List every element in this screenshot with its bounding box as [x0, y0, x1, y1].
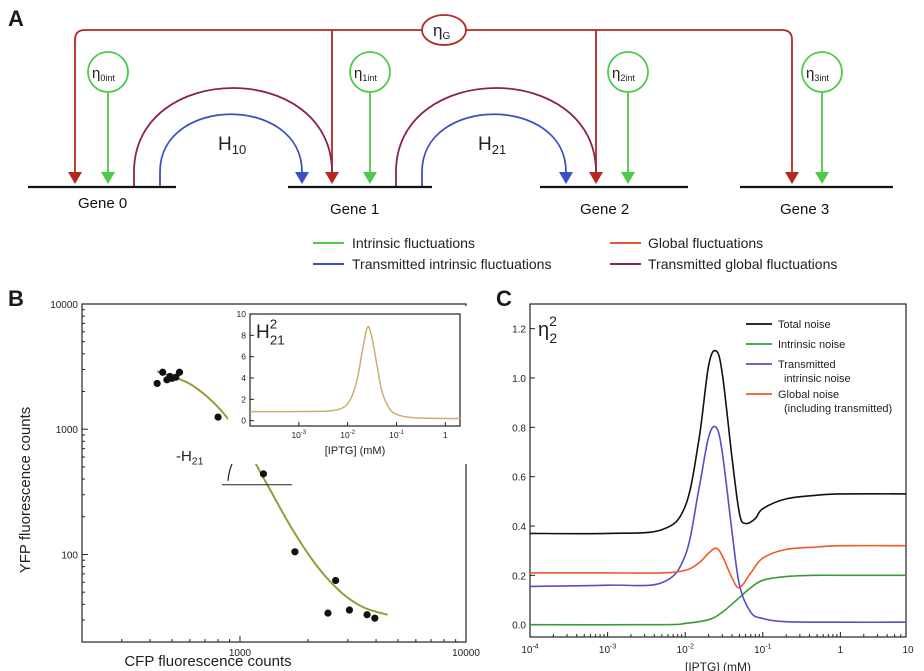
data-point-b — [172, 373, 180, 381]
data-point-b — [363, 611, 371, 619]
y-tick-label-c: 0.4 — [512, 522, 526, 533]
global-fluctuation-lines — [74, 29, 793, 172]
legend-c-label-2: Transmitted — [778, 359, 836, 371]
eta-3int-node: η3int — [801, 51, 843, 93]
x-axis-label-c: [IPTG] (mM) — [685, 660, 751, 671]
legend-c-label-0: Total noise — [778, 319, 831, 331]
data-point-b — [324, 609, 332, 617]
panel-c-noise-chart: 10-4 10-3 10-2 10-1 1 10 0.0 0.2 0.4 0.6 0.8 1.0 1.2… — [512, 303, 914, 671]
x-tick-label-c: 10-3 — [599, 644, 616, 657]
fit-line-b — [156, 370, 388, 616]
global-arrowheads — [68, 172, 799, 184]
svg-text:η2int: η2int — [612, 65, 635, 83]
svg-text:η3int: η3int — [806, 65, 829, 83]
legend-c-label-1: Intrinsic noise — [778, 339, 845, 351]
inset-x-tick-label: 10-2 — [340, 430, 355, 440]
y-tick-label-c: 1.0 — [512, 374, 526, 385]
panel-b-letter: B — [8, 286, 24, 311]
svg-text:Global fluctuations: Global fluctuations — [648, 235, 763, 251]
series-line-c-2 — [529, 425, 907, 624]
series-line-c-1 — [529, 574, 906, 626]
intrinsic-arrowheads — [101, 172, 829, 184]
x-tick-label-c: 1 — [838, 645, 844, 656]
slope-label-b: -H21 — [176, 448, 204, 468]
svg-text:Transmitted intrinsic fluctuat: Transmitted intrinsic fluctuations — [352, 256, 551, 272]
gene-0-label: Gene 0 — [78, 195, 127, 212]
inset-y-tick-label: 2 — [241, 394, 246, 404]
transmitted-intrinsic-arcs — [159, 113, 567, 186]
gene-1-label: Gene 1 — [330, 201, 379, 218]
legend-c-label2-2: intrinsic noise — [784, 373, 851, 385]
svg-text:Intrinsic fluctuations: Intrinsic fluctuations — [352, 235, 475, 251]
x-axis-label-b: CFP fluorescence counts — [124, 653, 291, 670]
x-tick-label-b: 1000 — [229, 648, 252, 659]
legend-a: Intrinsic fluctuations Global fluctuatio… — [313, 235, 837, 272]
svg-text:ηG: ηG — [433, 21, 450, 42]
y-tick-label-b: 100 — [61, 550, 78, 561]
plot-b-frame — [81, 303, 467, 643]
svg-text:Transmitted global fluctuation: Transmitted global fluctuations — [648, 256, 837, 272]
y-tick-label-c: 0.8 — [512, 423, 526, 434]
inset-y-tick-label: 0 — [241, 416, 246, 426]
data-point-b — [332, 576, 340, 585]
data-point-b — [153, 379, 161, 388]
plot-c-frame — [529, 303, 907, 638]
eta-0int-node: η0int — [87, 51, 129, 93]
transmitted-global-arcs — [133, 87, 597, 186]
inset-x-tick-label: 10-3 — [291, 430, 306, 440]
data-point-b — [214, 413, 222, 421]
x-tick-label-c: 10 — [902, 645, 914, 656]
panel-c-title: η2 2 — [538, 313, 557, 346]
series-line-c-3 — [530, 544, 907, 589]
inset-y-tick-label: 4 — [241, 373, 246, 383]
inset-frame — [249, 313, 461, 427]
transmitted-intrinsic-arrowheads — [295, 172, 573, 184]
y-tick-label-c: 0.0 — [512, 621, 526, 632]
data-point-b — [291, 548, 299, 556]
inset-y-tick-label: 10 — [237, 309, 247, 319]
eta-g-node: ηG — [421, 14, 467, 46]
h21-label: H21 — [478, 134, 506, 157]
data-point-b — [345, 606, 354, 614]
inset-x-axis-label: [IPTG] (mM) — [325, 445, 386, 457]
x-tick-label-c: 10-2 — [677, 644, 694, 657]
h10-label: H10 — [218, 134, 246, 157]
y-tick-label-c: 1.2 — [512, 325, 526, 336]
y-tick-label-b: 10000 — [50, 300, 78, 311]
legend-c-label2-3: (including transmitted) — [784, 403, 892, 415]
x-tick-label-c: 10-1 — [754, 644, 771, 657]
gene-3-label: Gene 3 — [780, 201, 829, 218]
panel-c-letter: C — [496, 286, 512, 311]
gene-2-label: Gene 2 — [580, 201, 629, 218]
y-tick-label-c: 0.2 — [512, 571, 526, 582]
gene-network-diagram: ηG η0int η1int η2int η3int — [28, 14, 893, 272]
panel-a-letter: A — [8, 6, 24, 31]
svg-text:η0int: η0int — [92, 65, 115, 83]
intrinsic-lines — [107, 92, 823, 172]
inset-x-tick-label: 1 — [443, 430, 448, 440]
x-tick-label-b: 10000 — [452, 648, 480, 659]
data-point-b — [159, 368, 167, 376]
series-line-c-0 — [529, 349, 907, 535]
x-tick-label-c: 10-4 — [521, 644, 538, 657]
inset-title: H2 21 — [256, 317, 285, 348]
inset-y-tick-label: 8 — [241, 330, 246, 340]
inset-curve — [249, 325, 461, 420]
inset-bg — [228, 306, 468, 464]
data-point-b — [175, 368, 184, 376]
data-point-b — [371, 614, 379, 622]
inset-y-tick-label: 6 — [241, 352, 246, 362]
svg-text:η1int: η1int — [354, 65, 377, 83]
y-tick-label-b: 1000 — [56, 425, 79, 436]
data-point-b — [259, 470, 268, 478]
inset-x-tick-label: 10-1 — [389, 430, 404, 440]
y-axis-label-b: YFP fluorescence counts — [17, 407, 34, 573]
eta-2int-node: η2int — [607, 51, 649, 93]
eta-1int-node: η1int — [349, 51, 391, 93]
legend-c-label-3: Global noise — [778, 389, 839, 401]
y-tick-label-c: 0.6 — [512, 473, 526, 484]
